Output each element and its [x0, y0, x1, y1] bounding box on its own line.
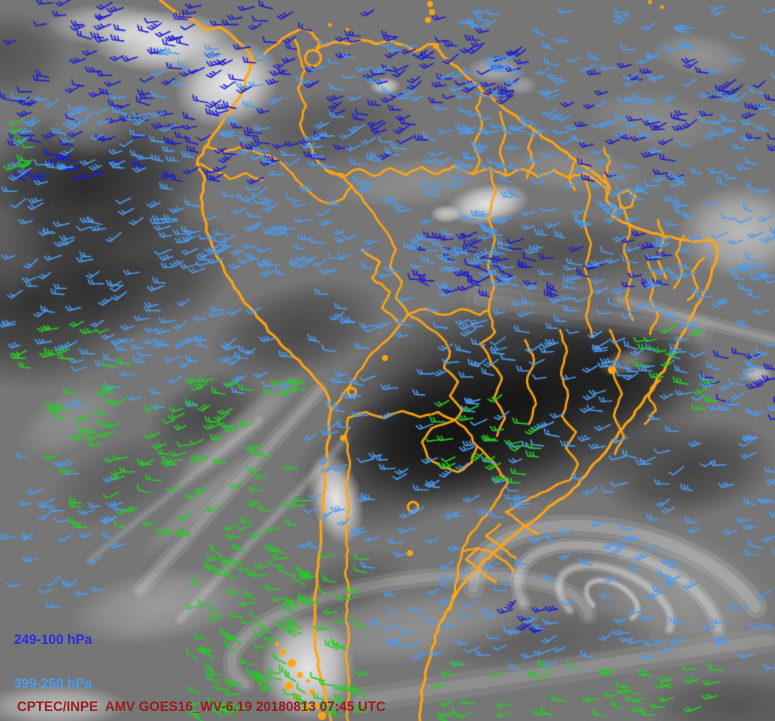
legend-item-549-400: 549-400 hPa — [14, 719, 100, 721]
legend-item-249-100: 249-100 hPa — [14, 632, 93, 647]
product-caption: CPTEC/INPE AMV GOES16_WV-6.19 20180813 0… — [17, 699, 386, 714]
pressure-level-legend: 249-100 hPa 399-250 hPa 549-400 hPa 699-… — [14, 604, 100, 721]
legend-item-399-250: 399-250 hPa — [14, 675, 93, 691]
